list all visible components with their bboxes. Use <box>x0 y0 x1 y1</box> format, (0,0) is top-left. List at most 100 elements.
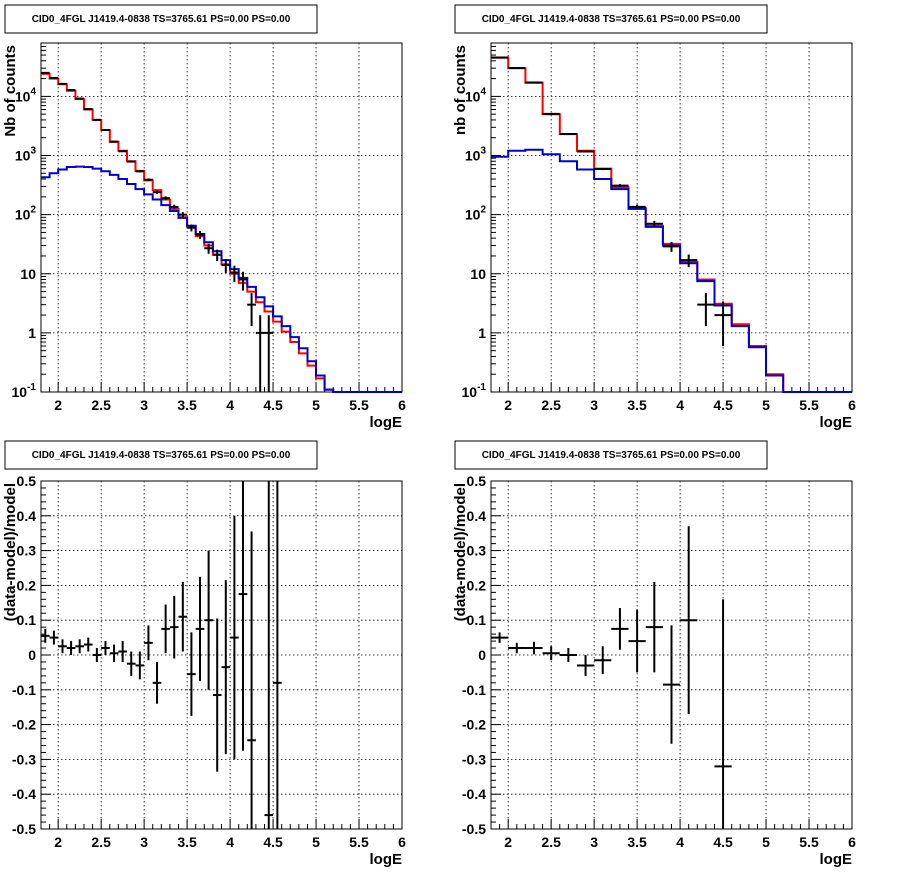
y-tick-label: 0.5 <box>467 473 487 489</box>
data-point <box>109 644 119 662</box>
data-point <box>58 639 67 654</box>
title-box <box>454 440 768 470</box>
y-tick-label: 10-1 <box>12 382 37 400</box>
data-point <box>169 204 179 210</box>
data-point <box>135 170 145 173</box>
x-tick-label: 3.5 <box>627 397 647 413</box>
y-tick-label: 102 <box>465 205 487 223</box>
data-point <box>109 140 119 143</box>
data-point <box>195 576 205 682</box>
data-point <box>221 259 231 273</box>
data-point <box>101 129 110 132</box>
x-tick-label: 4.5 <box>713 834 733 850</box>
title-box <box>4 440 318 470</box>
y-tick-label: 0.1 <box>17 612 37 628</box>
y-tick-label: 102 <box>15 205 37 223</box>
x-tick-label: 6 <box>848 397 856 413</box>
data-point <box>212 618 222 772</box>
y-tick-label: -0.1 <box>12 682 36 698</box>
x-axis-title: logE <box>820 851 853 868</box>
data-point <box>611 608 629 650</box>
data-point <box>161 196 170 201</box>
data-point <box>680 526 698 715</box>
data-point <box>230 515 239 760</box>
x-tick-label: 3.5 <box>177 397 197 413</box>
data-point <box>75 97 84 100</box>
data-point <box>645 220 663 228</box>
x-tick-label: 5 <box>762 397 770 413</box>
data-point <box>594 168 612 171</box>
x-tick-label: 5 <box>762 834 770 850</box>
data-point <box>126 651 136 676</box>
x-tick-label: 2.5 <box>91 397 111 413</box>
x-tick-label: 3 <box>590 397 598 413</box>
chart-panel-top-left: CID0_4FGL J1419.4-0838 TS=3765.61 PS=0.0… <box>2 4 406 431</box>
data-point <box>491 632 509 643</box>
x-tick-label: 3 <box>140 834 148 850</box>
x-tick-label: 6 <box>398 834 406 850</box>
data-point <box>135 651 145 680</box>
x-tick-label: 4 <box>676 834 684 850</box>
data-point <box>152 661 162 704</box>
y-axis-title: (data-model)/model <box>452 483 469 621</box>
data-point <box>576 655 595 676</box>
data-point <box>559 648 577 662</box>
y-tick-label: -0.3 <box>12 751 36 767</box>
y-tick-label: -0.4 <box>12 786 36 802</box>
y-axis-title: Nb of counts <box>2 45 19 137</box>
model-component-line <box>41 165 402 393</box>
x-tick-label: 2 <box>504 834 512 850</box>
y-tick-label: 0.4 <box>17 508 37 524</box>
y-tick-label: -0.3 <box>462 751 486 767</box>
x-tick-label: 2 <box>54 834 62 850</box>
x-tick-label: 4.5 <box>713 397 733 413</box>
data-point <box>204 550 213 690</box>
chart-title: CID0_4FGL J1419.4-0838 TS=3765.61 PS=0.0… <box>482 14 741 25</box>
x-tick-label: 2.5 <box>541 834 561 850</box>
data-point <box>662 625 681 744</box>
data-point <box>75 639 84 654</box>
x-tick-label: 5.5 <box>799 834 819 850</box>
data-point <box>714 599 732 829</box>
x-tick-label: 2 <box>504 397 512 413</box>
data-point <box>273 481 282 829</box>
x-tick-label: 5.5 <box>799 397 819 413</box>
data-point <box>126 160 136 163</box>
data-point <box>178 212 188 218</box>
y-axis-title: (data-model)/model <box>2 483 19 621</box>
data-point <box>144 178 153 182</box>
y-tick-label: 1 <box>28 325 36 341</box>
data-point <box>662 241 681 252</box>
y-tick-label: -0.4 <box>462 786 486 802</box>
y-tick-label: 10-1 <box>462 382 487 400</box>
y-tick-label: 0.3 <box>467 543 487 559</box>
data-point <box>83 108 93 111</box>
data-point <box>628 204 646 210</box>
data-point <box>645 581 663 673</box>
y-tick-label: 1 <box>478 325 486 341</box>
data-point <box>576 150 595 153</box>
x-tick-label: 3.5 <box>177 834 197 850</box>
data-point <box>264 481 274 829</box>
x-tick-label: 4 <box>226 834 234 850</box>
data-point <box>542 112 560 115</box>
x-tick-label: 2.5 <box>541 397 561 413</box>
y-tick-label: -0.2 <box>12 717 36 733</box>
y-tick-label: 10 <box>20 266 36 282</box>
data-point <box>92 648 102 662</box>
data-point <box>101 641 110 655</box>
y-tick-label: 0.1 <box>467 612 487 628</box>
data-point <box>247 293 256 327</box>
data-point <box>195 230 205 239</box>
y-tick-label: 0.2 <box>467 577 487 593</box>
data-point <box>611 184 629 188</box>
plot-frame <box>490 42 853 393</box>
x-tick-label: 3 <box>590 834 598 850</box>
model-component-line <box>491 148 852 393</box>
title-box <box>4 4 318 34</box>
x-tick-label: 4.5 <box>263 834 283 850</box>
y-tick-label: 104 <box>465 86 487 104</box>
x-tick-label: 5.5 <box>349 834 369 850</box>
data-point <box>187 632 196 716</box>
data-point <box>238 481 248 751</box>
